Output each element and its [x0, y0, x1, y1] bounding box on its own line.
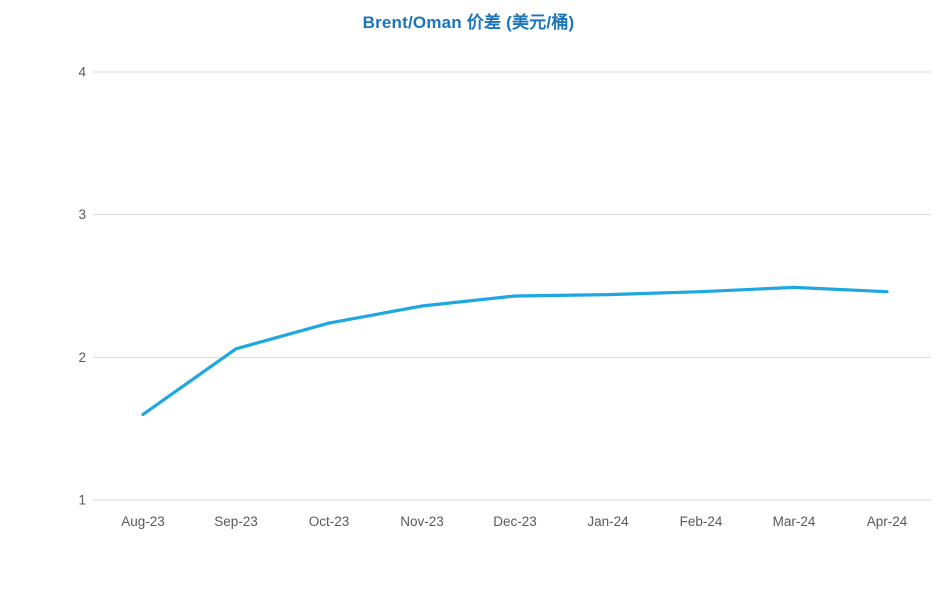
x-axis-tick-label: Feb-24	[680, 514, 723, 529]
x-axis-tick-label: Jan-24	[587, 514, 629, 529]
x-axis-tick-label: Apr-24	[867, 514, 908, 529]
series-line	[141, 285, 889, 416]
x-axis-tick-label: Nov-23	[400, 514, 444, 529]
x-axis-tick-label: Sep-23	[214, 514, 258, 529]
x-axis-tick-label: Oct-23	[309, 514, 350, 529]
x-axis-tick-label: Mar-24	[773, 514, 816, 529]
y-axis-tick-label: 2	[78, 350, 86, 365]
x-axis-tick-label: Dec-23	[493, 514, 537, 529]
y-axis-tick-label: 1	[78, 493, 86, 508]
y-axis-tick-label: 4	[78, 65, 86, 80]
x-axis-tick-label: Aug-23	[121, 514, 165, 529]
y-axis-tick-label: 3	[78, 207, 86, 222]
chart-title: Brent/Oman 价差 (美元/桶)	[362, 13, 575, 32]
